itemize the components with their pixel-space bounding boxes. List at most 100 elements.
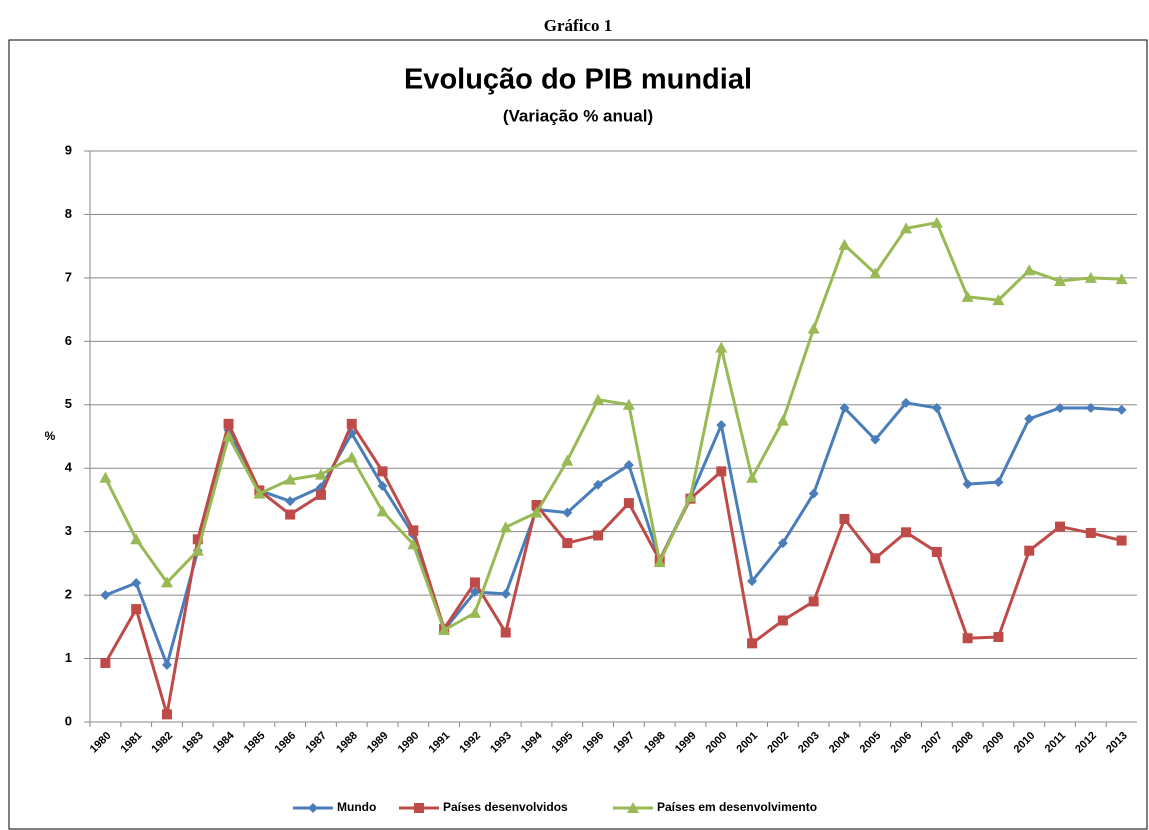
marker (377, 466, 388, 477)
series-line (104, 422, 1122, 716)
marker (562, 507, 573, 518)
marker (99, 471, 112, 483)
marker (1054, 275, 1067, 287)
marker (315, 489, 326, 500)
marker (593, 530, 604, 541)
marker (285, 509, 296, 520)
marker (869, 267, 882, 279)
y-tick-label: 2 (65, 587, 72, 602)
marker (285, 496, 296, 507)
marker (993, 631, 1004, 642)
series-line (104, 401, 1122, 667)
marker (961, 290, 974, 302)
marker (314, 468, 327, 480)
marker (160, 576, 173, 588)
y-tick-label: 7 (65, 269, 72, 284)
marker (716, 420, 727, 431)
marker (592, 393, 605, 405)
marker (500, 627, 511, 638)
legend-marker (308, 803, 318, 813)
marker (1055, 521, 1066, 532)
marker (562, 538, 573, 549)
marker (469, 577, 480, 588)
y-tick-label: 5 (65, 396, 72, 411)
marker (100, 657, 111, 668)
marker (839, 402, 850, 413)
marker (622, 398, 635, 410)
marker (284, 473, 297, 485)
marker (408, 525, 419, 536)
marker (561, 454, 574, 466)
marker (1116, 535, 1127, 546)
marker (808, 596, 819, 607)
marker (1084, 271, 1097, 283)
y-axis-label: % (45, 429, 56, 443)
series-line (104, 221, 1122, 632)
marker (931, 546, 942, 557)
marker (807, 322, 820, 334)
marker (684, 490, 697, 502)
marker (161, 709, 172, 720)
marker (653, 556, 666, 568)
marker (776, 414, 789, 426)
heading: Gráfico 1 (544, 16, 612, 35)
marker (962, 633, 973, 644)
marker (222, 430, 235, 442)
y-tick-label: 8 (65, 206, 72, 221)
marker (499, 521, 512, 533)
marker (992, 294, 1005, 306)
marker (870, 434, 881, 445)
marker (1024, 545, 1035, 556)
marker (468, 606, 481, 618)
marker (377, 480, 388, 491)
chart-subtitle: (Variação % anual) (503, 106, 653, 125)
marker (839, 513, 850, 524)
legend-marker (414, 803, 424, 813)
marker (716, 466, 727, 477)
marker (1085, 527, 1096, 538)
marker (376, 505, 389, 517)
marker (1023, 264, 1036, 276)
legend-label: Mundo (337, 800, 376, 814)
y-tick-label: 6 (65, 333, 72, 348)
marker (191, 544, 204, 556)
marker (901, 397, 912, 408)
y-tick-label: 3 (65, 523, 72, 538)
marker (131, 578, 142, 589)
marker (345, 451, 358, 463)
marker (130, 533, 143, 545)
marker (161, 659, 172, 670)
marker (746, 471, 759, 483)
marker (407, 538, 420, 550)
marker (1116, 404, 1127, 415)
marker (438, 624, 451, 636)
legend-label: Países em desenvolvimento (657, 800, 817, 814)
marker (930, 216, 943, 228)
marker (838, 238, 851, 250)
y-tick-label: 9 (65, 142, 72, 157)
marker (1085, 402, 1096, 413)
chart-title: Evolução do PIB mundial (404, 64, 752, 96)
marker (901, 527, 912, 538)
chart-frame (8, 39, 1148, 830)
marker (100, 590, 111, 601)
marker (131, 604, 142, 615)
marker (1115, 273, 1128, 285)
marker (870, 553, 881, 564)
marker (530, 506, 543, 518)
marker (593, 479, 604, 490)
legend-label: Países desenvolvidos (443, 800, 568, 814)
marker (747, 638, 758, 649)
y-tick-label: 4 (65, 460, 73, 475)
marker (900, 222, 913, 234)
marker (500, 588, 511, 599)
y-tick-label: 0 (65, 713, 72, 728)
marker (962, 479, 973, 490)
marker (1024, 413, 1035, 424)
marker (192, 534, 203, 545)
legend-marker (627, 802, 639, 813)
y-tick-label: 1 (65, 650, 72, 665)
marker (808, 488, 819, 499)
marker (623, 498, 634, 509)
